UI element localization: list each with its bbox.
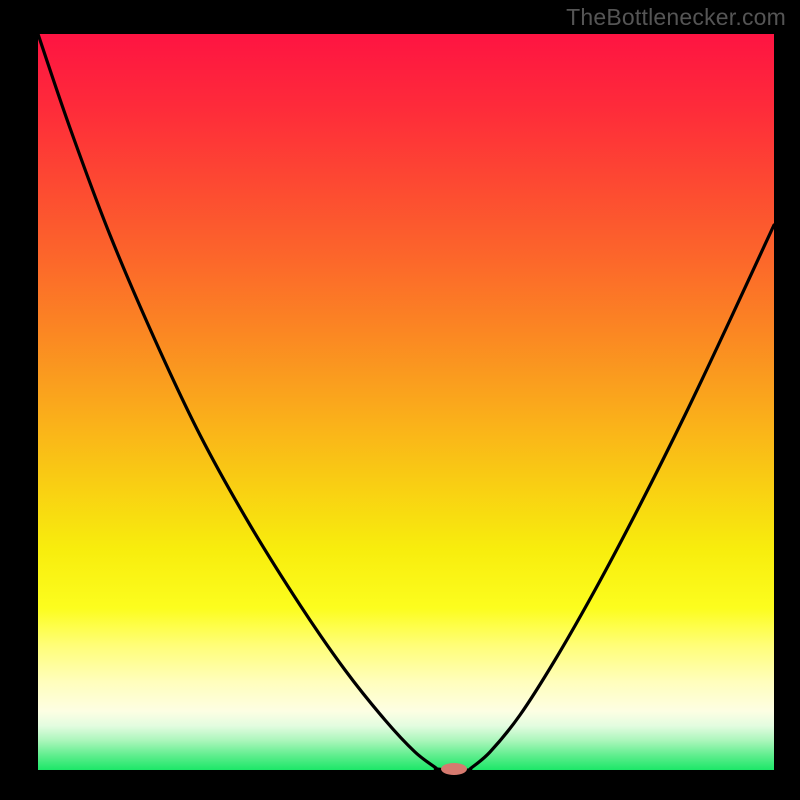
chart-container: TheBottlenecker.com	[0, 0, 800, 800]
bottleneck-chart	[0, 0, 800, 800]
valley-marker	[441, 763, 467, 775]
watermark-text: TheBottlenecker.com	[566, 4, 786, 31]
plot-background	[38, 34, 774, 770]
